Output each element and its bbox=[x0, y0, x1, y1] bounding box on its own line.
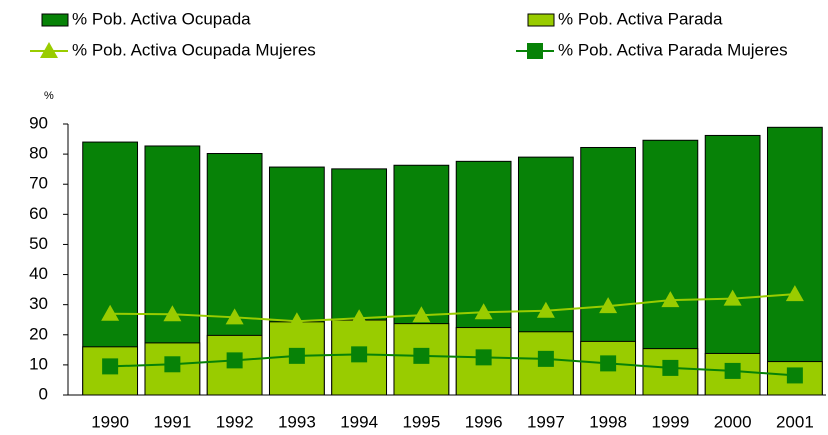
y-tick-label: 70 bbox=[29, 174, 48, 193]
point bbox=[102, 358, 119, 375]
legend-marker bbox=[527, 43, 543, 59]
y-tick-label: 90 bbox=[29, 113, 48, 132]
x-tick-label: 1999 bbox=[651, 412, 689, 431]
x-tick-label: 1994 bbox=[340, 412, 378, 431]
point bbox=[163, 305, 182, 322]
x-tick-label: 1998 bbox=[589, 412, 627, 431]
y-tick-label: 50 bbox=[29, 234, 48, 253]
legend-swatch bbox=[41, 13, 69, 27]
legend-label: % Pob. Activa Parada Mujeres bbox=[558, 40, 788, 59]
point bbox=[536, 301, 555, 318]
x-tick-label: 1993 bbox=[278, 412, 316, 431]
point bbox=[288, 347, 305, 364]
x-tick-label: 1995 bbox=[402, 412, 440, 431]
x-tick-label: 2001 bbox=[776, 412, 814, 431]
y-tick-label: 60 bbox=[29, 204, 48, 223]
y-tick-label: 40 bbox=[29, 264, 48, 283]
legend-label: % Pob. Activa Ocupada Mujeres bbox=[72, 40, 316, 59]
x-tick-label: 1997 bbox=[527, 412, 565, 431]
point bbox=[662, 359, 679, 376]
point bbox=[164, 356, 181, 373]
point bbox=[786, 367, 803, 384]
y-tick-label: 80 bbox=[29, 144, 48, 163]
point bbox=[226, 352, 243, 369]
point bbox=[599, 297, 618, 314]
x-tick-label: 1990 bbox=[91, 412, 129, 431]
point bbox=[474, 303, 493, 320]
y-tick-label: 30 bbox=[29, 294, 48, 313]
point bbox=[723, 289, 742, 306]
point bbox=[351, 346, 368, 363]
point bbox=[724, 362, 741, 379]
legend-label: % Pob. Activa Ocupada bbox=[72, 9, 251, 28]
line bbox=[110, 293, 795, 323]
point bbox=[600, 355, 617, 372]
y-tick-label: 20 bbox=[29, 324, 48, 343]
legend-marker bbox=[40, 42, 58, 58]
point bbox=[537, 350, 554, 367]
bar bbox=[268, 321, 325, 396]
x-tick-label: 1991 bbox=[153, 412, 191, 431]
y-tick-label: 0 bbox=[39, 384, 48, 403]
point bbox=[412, 306, 431, 323]
legend-label: % Pob. Activa Parada bbox=[558, 9, 723, 28]
point bbox=[287, 312, 306, 329]
point bbox=[101, 304, 120, 321]
point bbox=[225, 308, 244, 325]
x-tick-label: 2000 bbox=[714, 412, 752, 431]
point bbox=[475, 349, 492, 366]
point bbox=[350, 309, 369, 326]
y-tick-label: 10 bbox=[29, 354, 48, 373]
bar bbox=[704, 134, 761, 396]
legend-swatch bbox=[527, 13, 555, 27]
bar bbox=[766, 126, 823, 396]
y-axis-label: % bbox=[44, 90, 54, 102]
point bbox=[785, 285, 804, 302]
point bbox=[413, 347, 430, 364]
point bbox=[661, 291, 680, 308]
x-tick-label: 1992 bbox=[216, 412, 254, 431]
line bbox=[110, 353, 795, 377]
x-tick-label: 1996 bbox=[465, 412, 503, 431]
